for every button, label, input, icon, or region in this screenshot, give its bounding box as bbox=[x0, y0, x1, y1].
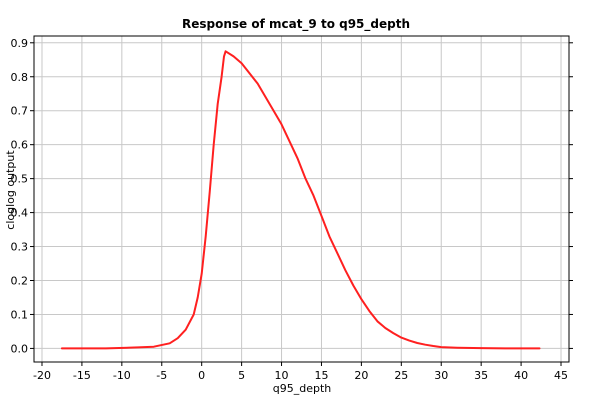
axes: -20 -15 -10 -5 0 5 10 15 20 25 30 35 40 45 0.0 0.1 0.2 0.… bbox=[11, 35, 573, 382]
y-tick-label: 0.4 bbox=[11, 207, 29, 220]
x-tick-label: -15 bbox=[73, 369, 91, 382]
y-tick-label: 0.0 bbox=[11, 342, 29, 355]
x-tick-label: 25 bbox=[394, 369, 408, 382]
x-tick-label: 0 bbox=[198, 369, 205, 382]
x-tick-label: -20 bbox=[33, 369, 51, 382]
series-line bbox=[60, 50, 541, 350]
y-tick-label: 0.1 bbox=[11, 308, 29, 321]
y-tick-label: 0.2 bbox=[11, 275, 29, 288]
y-tick-label: 0.7 bbox=[11, 105, 29, 118]
y-tick-label: 0.8 bbox=[11, 71, 29, 84]
y-tick-label: 0.9 bbox=[11, 37, 29, 50]
x-tick-label: 30 bbox=[434, 369, 448, 382]
x-axis-title: q95_depth bbox=[273, 382, 332, 395]
x-tick-label: -5 bbox=[156, 369, 167, 382]
x-tick-label: 20 bbox=[354, 369, 368, 382]
plot-area bbox=[34, 36, 569, 362]
series-layer bbox=[60, 50, 541, 350]
grid-lines bbox=[34, 36, 569, 362]
x-tick-label: -10 bbox=[113, 369, 131, 382]
y-axis-title: cloglog output bbox=[4, 150, 17, 230]
x-tick-label: 5 bbox=[238, 369, 245, 382]
y-tick-label: 0.3 bbox=[11, 241, 29, 254]
chart-title: Response of mcat_9 to q95_depth bbox=[182, 17, 410, 32]
x-tick-label: 35 bbox=[474, 369, 488, 382]
x-tick-label: 15 bbox=[314, 369, 328, 382]
x-tick-label: 40 bbox=[514, 369, 528, 382]
plot-border bbox=[33, 35, 570, 363]
y-tick-label: 0.6 bbox=[11, 139, 29, 152]
x-tick-label: 10 bbox=[275, 369, 289, 382]
y-tick-label: 0.5 bbox=[11, 173, 29, 186]
x-tick-label: 45 bbox=[554, 369, 568, 382]
